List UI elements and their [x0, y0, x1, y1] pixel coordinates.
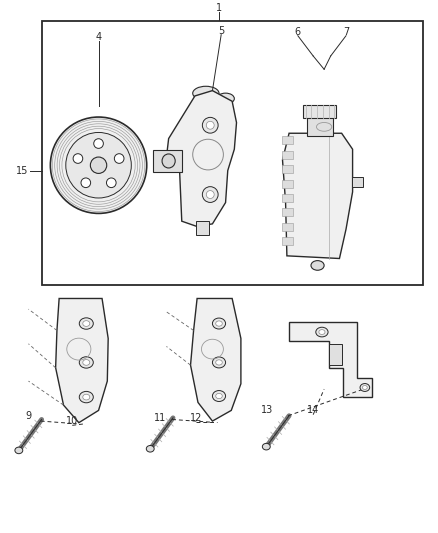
Text: 9: 9 — [25, 411, 32, 421]
Ellipse shape — [212, 391, 226, 401]
Bar — [282, 223, 293, 231]
Bar — [282, 165, 293, 173]
Ellipse shape — [363, 385, 367, 390]
Polygon shape — [166, 91, 237, 227]
Ellipse shape — [206, 191, 214, 198]
Ellipse shape — [66, 133, 131, 198]
Polygon shape — [283, 133, 353, 259]
Ellipse shape — [215, 360, 222, 365]
Ellipse shape — [146, 446, 154, 452]
Ellipse shape — [215, 393, 222, 399]
Text: 11: 11 — [154, 414, 166, 423]
Text: 1: 1 — [216, 3, 222, 13]
Bar — [282, 151, 293, 159]
Bar — [329, 344, 342, 365]
Ellipse shape — [217, 93, 234, 104]
Bar — [42, 21, 423, 285]
Polygon shape — [289, 322, 372, 397]
Bar — [352, 177, 363, 187]
Ellipse shape — [212, 318, 226, 329]
Text: 15: 15 — [16, 166, 28, 175]
Polygon shape — [191, 298, 241, 421]
Text: 14: 14 — [307, 406, 319, 415]
Bar — [307, 117, 333, 136]
Ellipse shape — [212, 357, 226, 368]
Ellipse shape — [193, 86, 219, 100]
Text: 4: 4 — [95, 33, 102, 42]
Ellipse shape — [15, 447, 23, 454]
Text: 5: 5 — [218, 26, 224, 36]
Ellipse shape — [311, 261, 324, 270]
Text: 12: 12 — [190, 414, 202, 423]
Text: 13: 13 — [261, 406, 273, 415]
Text: 10: 10 — [66, 416, 78, 426]
Polygon shape — [56, 298, 108, 423]
Ellipse shape — [83, 321, 90, 326]
Bar — [282, 180, 293, 188]
Ellipse shape — [83, 394, 90, 400]
Text: 6: 6 — [295, 27, 301, 37]
Ellipse shape — [162, 154, 175, 168]
Ellipse shape — [316, 327, 328, 337]
Bar — [282, 194, 293, 202]
Ellipse shape — [73, 154, 83, 163]
Ellipse shape — [79, 318, 93, 329]
Ellipse shape — [81, 178, 91, 188]
Ellipse shape — [79, 357, 93, 368]
Bar — [196, 221, 209, 235]
Ellipse shape — [106, 178, 116, 188]
Ellipse shape — [50, 117, 147, 213]
Bar — [282, 136, 293, 144]
Ellipse shape — [83, 360, 90, 365]
Bar — [303, 105, 336, 118]
Ellipse shape — [262, 443, 270, 450]
Bar — [153, 150, 182, 172]
Bar — [282, 237, 293, 245]
Ellipse shape — [206, 122, 214, 129]
Ellipse shape — [215, 321, 222, 326]
Ellipse shape — [90, 157, 107, 173]
Ellipse shape — [94, 139, 103, 148]
Bar — [282, 208, 293, 216]
Ellipse shape — [319, 329, 325, 335]
Ellipse shape — [114, 154, 124, 163]
Ellipse shape — [202, 187, 218, 203]
Text: 7: 7 — [343, 27, 349, 37]
Ellipse shape — [360, 384, 370, 391]
Ellipse shape — [79, 391, 93, 403]
Ellipse shape — [202, 117, 218, 133]
